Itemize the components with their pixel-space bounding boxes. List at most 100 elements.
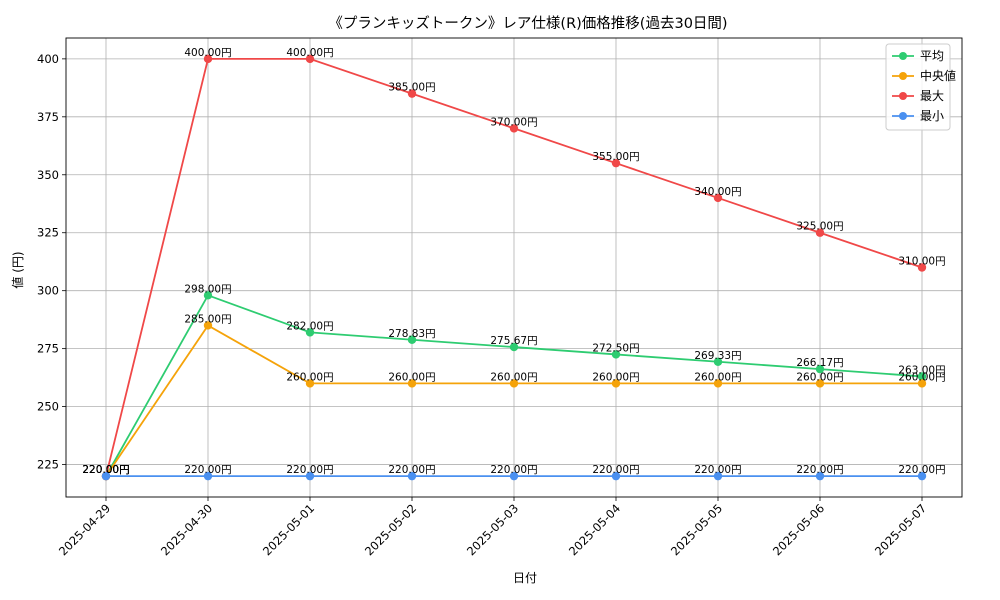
y-tick-label: 250: [37, 400, 59, 414]
series-最大-value-label: 355.00円: [592, 151, 639, 163]
legend-entry-label: 最小: [920, 109, 944, 123]
legend-entry-label: 中央値: [920, 68, 956, 83]
x-tick-label: 2025-05-05: [668, 501, 725, 558]
series-平均-point: [713, 357, 723, 366]
series-最小-value-label: 220.00円: [898, 464, 945, 476]
x-tick-label: 2025-05-01: [260, 501, 317, 558]
series-最大-value-label: 340.00円: [694, 186, 741, 198]
x-tick-label: 2025-04-30: [158, 501, 215, 558]
series-最小-point: [407, 471, 417, 481]
series-最小-value-label: 220.00円: [82, 464, 129, 476]
series-中央値-value-label: 260.00円: [592, 371, 639, 383]
series-平均-point: [407, 335, 417, 344]
series-最大-value-label: 310.00円: [898, 256, 945, 268]
y-tick-label: 400: [37, 52, 59, 66]
series-平均-value-label: 282.00円: [286, 320, 333, 332]
series-最小-point: [509, 471, 519, 481]
series-中央値-value-label: 260.00円: [490, 371, 537, 383]
series-中央値-value-label: 260.00円: [388, 371, 435, 383]
series-最大-point: [713, 193, 723, 203]
series-最小-value-label: 220.00円: [388, 464, 435, 476]
x-tick-label: 2025-05-02: [362, 501, 419, 558]
series-最小-point: [815, 471, 825, 481]
series-最大-point: [407, 89, 417, 98]
series-最小-value-label: 220.00円: [286, 464, 333, 476]
legend-entry-label: 平均: [920, 49, 944, 63]
series-最大-value-label: 400.00円: [184, 47, 231, 59]
x-axis-label: 日付: [513, 571, 537, 585]
x-tick-label: 2025-05-06: [770, 501, 827, 558]
y-tick-label: 225: [37, 458, 59, 472]
legend-swatch-marker: [899, 112, 907, 120]
series-最大-point: [917, 263, 927, 272]
y-tick-label: 325: [37, 226, 59, 240]
series-最大-point: [203, 54, 213, 64]
series-平均-point: [509, 342, 519, 352]
series-中央値-point: [611, 379, 621, 388]
x-tick-label: 2025-04-29: [56, 501, 113, 558]
series-最小-point: [305, 471, 315, 481]
series-最小-value-label: 220.00円: [694, 464, 741, 476]
series-最大-point: [815, 228, 825, 237]
y-tick-label: 350: [37, 168, 59, 182]
series-平均-point: [815, 364, 825, 374]
series-中央値-value-label: 260.00円: [796, 371, 843, 383]
chart-title: 《プランキッズトークン》レア仕様(R)価格推移(過去30日間): [328, 15, 727, 32]
y-tick-label: 300: [37, 284, 59, 298]
series-平均-value-label: 269.33円: [694, 350, 741, 362]
x-tick-label: 2025-05-03: [464, 501, 521, 558]
series-平均-point: [917, 372, 927, 381]
series-最大-point: [509, 124, 519, 133]
series-layer: [101, 54, 927, 481]
series-平均-value-label: 263.00円: [898, 364, 945, 376]
series-中央値-point: [713, 379, 723, 388]
series-最大-value-label: 220.00円: [82, 464, 129, 476]
y-tick-label: 275: [37, 342, 59, 356]
legend-swatch-marker: [899, 52, 907, 60]
series-平均-point: [203, 291, 213, 300]
series-最大-point: [305, 54, 315, 64]
series-平均-value-label: 272.50円: [592, 342, 639, 354]
series-最大-value-label: 370.00円: [490, 116, 537, 128]
series-最小-point: [713, 471, 723, 481]
series-平均-point: [305, 328, 315, 337]
series-中央値-value-label: 220.00円: [82, 464, 129, 476]
series-最大-value-label: 400.00円: [286, 47, 333, 59]
series-平均-value-label: 266.17円: [796, 357, 843, 369]
y-tick-label: 375: [37, 110, 59, 124]
series-最小-point: [611, 471, 621, 481]
series-最小-value-label: 220.00円: [490, 464, 537, 476]
legend-swatch-marker: [899, 72, 907, 80]
series-最大-value-label: 325.00円: [796, 221, 843, 233]
series-中央値-point: [917, 379, 927, 388]
series-最小-point: [203, 471, 213, 481]
series-最大-point: [611, 158, 621, 168]
series-中央値-point: [815, 379, 825, 388]
series-平均-value-label: 298.00円: [184, 283, 231, 295]
x-tick-label: 2025-05-07: [872, 501, 929, 558]
legend-entry-label: 最大: [920, 89, 944, 103]
legend-box: [885, 43, 951, 131]
series-中央値-point: [509, 379, 519, 388]
series-最小-value-label: 220.00円: [592, 464, 639, 476]
grid-lines: [66, 38, 962, 497]
data-labels-layer: 220.00円 298.00円 282.00円 278.83円 275.67円 272.5…: [82, 47, 945, 476]
series-中央値-point: [305, 379, 315, 388]
series-中央値-value-label: 260.00円: [286, 371, 333, 383]
series-平均-point: [611, 350, 621, 359]
y-axis-label: 値 (円): [10, 251, 25, 288]
series-最小-value-label: 220.00円: [184, 464, 231, 476]
legend-swatch-marker: [899, 92, 907, 100]
series-平均-value-label: 278.83円: [388, 328, 435, 340]
plot-frame: [65, 37, 963, 498]
series-平均-value-label: 220.00円: [82, 464, 129, 476]
series-最大-value-label: 385.00円: [388, 82, 435, 94]
series-中央値-point: [407, 379, 417, 388]
series-中央値-value-label: 285.00円: [184, 313, 231, 325]
series-最小-point: [917, 471, 927, 481]
series-中央値-point: [203, 321, 213, 330]
series-最小-point: [101, 471, 111, 481]
x-tick-label: 2025-05-04: [566, 501, 623, 558]
